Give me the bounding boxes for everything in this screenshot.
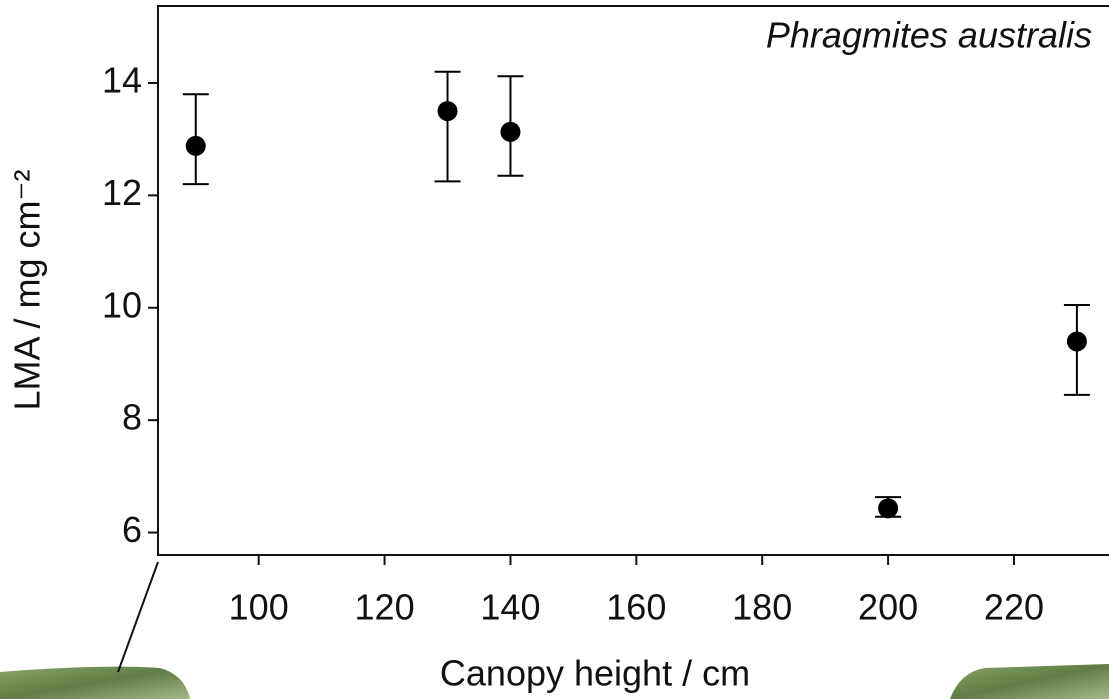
- point: [500, 122, 520, 142]
- y-axis-label: LMA / mg cm⁻²: [7, 169, 48, 410]
- y-tick-label: 12: [102, 172, 142, 213]
- point: [878, 498, 898, 518]
- connector-line: [118, 562, 158, 672]
- y-tick-label: 8: [122, 397, 142, 438]
- photo-left: [0, 667, 190, 699]
- x-tick-label: 140: [480, 587, 540, 628]
- x-tick-label: 200: [858, 587, 918, 628]
- y-tick-label: 10: [102, 284, 142, 325]
- plot-frame: [158, 6, 1109, 555]
- chart-title: Phragmites australis: [766, 15, 1092, 56]
- point: [1067, 331, 1087, 351]
- x-tick-label: 100: [229, 587, 289, 628]
- x-tick-label: 160: [606, 587, 666, 628]
- point: [438, 101, 458, 121]
- x-tick-label: 120: [355, 587, 415, 628]
- x-tick-label: 220: [984, 587, 1044, 628]
- y-tick-label: 6: [122, 509, 142, 550]
- y-tick-label: 14: [102, 59, 142, 100]
- x-axis-label: Canopy height / cm: [440, 653, 750, 694]
- x-tick-label: 180: [732, 587, 792, 628]
- photo-right: [950, 664, 1109, 699]
- chart: Phragmites australis Canopy height / cm …: [0, 0, 1109, 699]
- point: [186, 136, 206, 156]
